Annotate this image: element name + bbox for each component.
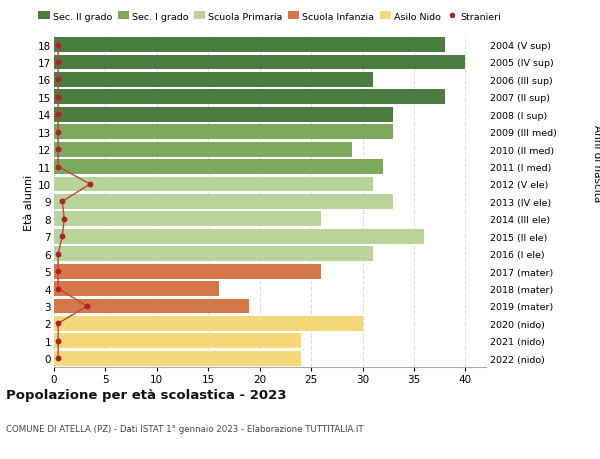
Bar: [54, 316, 362, 331]
Bar: [54, 177, 373, 192]
Bar: [54, 247, 373, 262]
Point: [53, 112, 63, 119]
Point: [82, 302, 92, 310]
Bar: [54, 38, 445, 53]
Point: [85, 181, 95, 188]
Text: Popolazione per età scolastica - 2023: Popolazione per età scolastica - 2023: [6, 388, 287, 401]
Point: [58, 233, 67, 241]
Bar: [54, 299, 250, 313]
Point: [53, 251, 63, 258]
Point: [53, 320, 63, 327]
Bar: [54, 107, 394, 123]
Bar: [54, 264, 322, 279]
Point: [53, 163, 63, 171]
Point: [53, 268, 63, 275]
Bar: [54, 351, 301, 366]
Point: [53, 129, 63, 136]
Bar: [54, 160, 383, 174]
Text: COMUNE DI ATELLA (PZ) - Dati ISTAT 1° gennaio 2023 - Elaborazione TUTTITALIA.IT: COMUNE DI ATELLA (PZ) - Dati ISTAT 1° ge…: [6, 425, 364, 434]
Point: [53, 355, 63, 362]
Bar: [54, 230, 424, 244]
Bar: [54, 56, 466, 70]
Bar: [54, 125, 394, 140]
Text: Anni di nascita: Anni di nascita: [592, 125, 600, 202]
Bar: [54, 281, 218, 297]
Bar: [54, 195, 394, 209]
Point: [53, 337, 63, 345]
Bar: [54, 90, 445, 105]
Legend: Sec. II grado, Sec. I grado, Scuola Primaria, Scuola Infanzia, Asilo Nido, Stran: Sec. II grado, Sec. I grado, Scuola Prim…: [35, 9, 505, 25]
Y-axis label: Età alunni: Età alunni: [24, 174, 34, 230]
Point: [53, 77, 63, 84]
Point: [53, 285, 63, 292]
Bar: [54, 334, 301, 348]
Bar: [54, 212, 322, 227]
Point: [53, 42, 63, 49]
Bar: [54, 142, 352, 157]
Point: [53, 59, 63, 67]
Point: [59, 216, 69, 223]
Point: [58, 198, 67, 206]
Point: [53, 146, 63, 153]
Bar: [54, 73, 373, 88]
Point: [53, 94, 63, 101]
